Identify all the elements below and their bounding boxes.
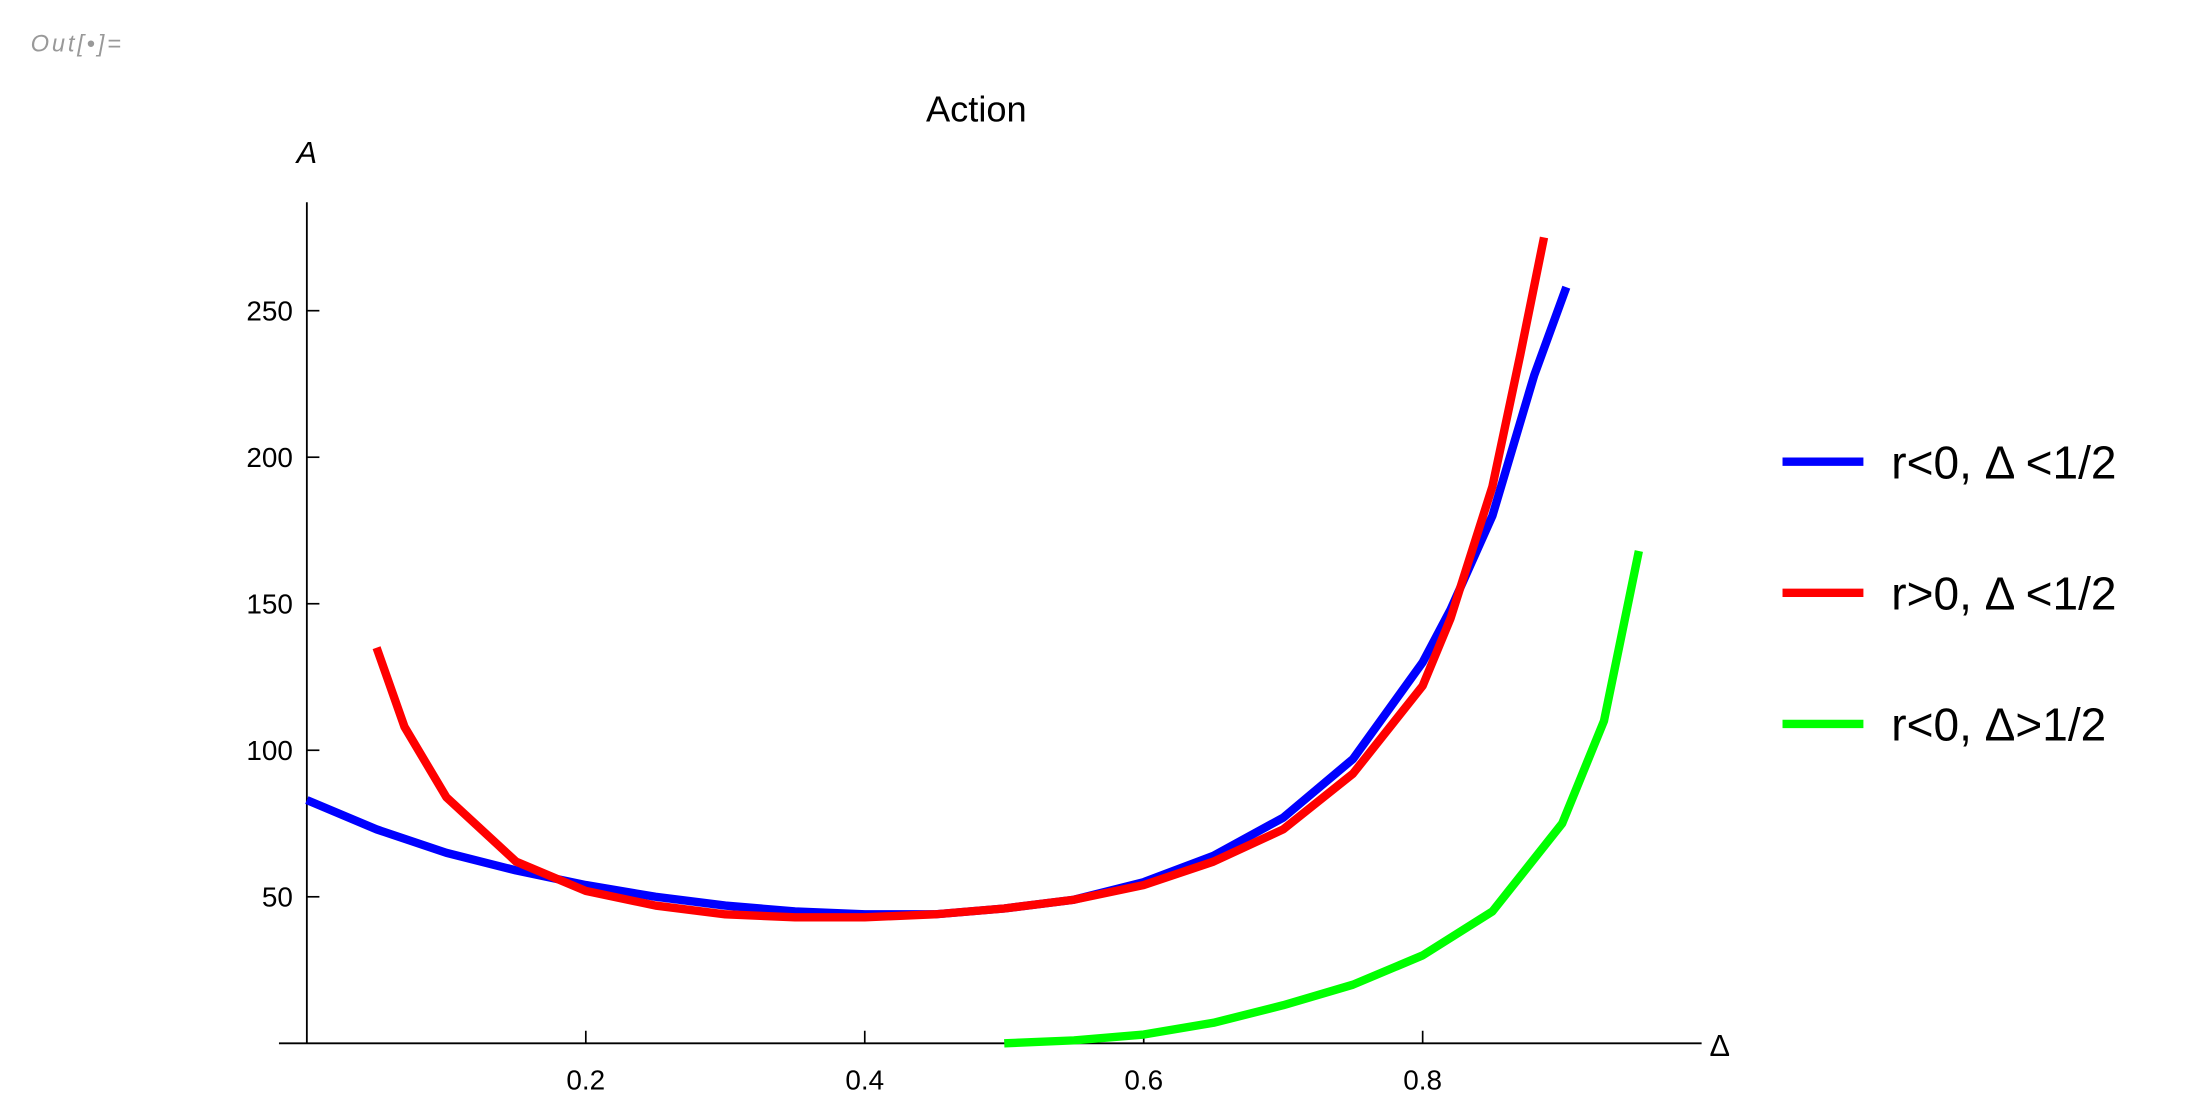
x-tick-label: 0.8: [1403, 1064, 1442, 1095]
line-series: [1004, 550, 1643, 1048]
y-tick-label: 200: [246, 442, 293, 473]
y-tick-label: 250: [246, 295, 293, 326]
line-series: [372, 236, 1549, 922]
legend-label: r<0, Δ <1/2: [1891, 436, 2116, 488]
chart-title: Action: [926, 88, 1027, 129]
output-prompt: Out[•]=: [31, 32, 124, 58]
x-axis-label: Δ: [1710, 1028, 1731, 1063]
x-tick-label: 0.6: [1124, 1064, 1163, 1095]
y-axis-label: A: [295, 135, 317, 170]
legend-label: r<0, Δ>1/2: [1891, 699, 2106, 751]
y-tick-label: 150: [246, 588, 293, 619]
line-series: [305, 285, 1571, 919]
x-tick-label: 0.2: [566, 1064, 605, 1095]
y-tick-label: 100: [246, 735, 293, 766]
x-tick-label: 0.4: [845, 1064, 884, 1095]
y-tick-label: 50: [262, 882, 293, 913]
legend-label: r>0, Δ <1/2: [1891, 568, 2116, 620]
